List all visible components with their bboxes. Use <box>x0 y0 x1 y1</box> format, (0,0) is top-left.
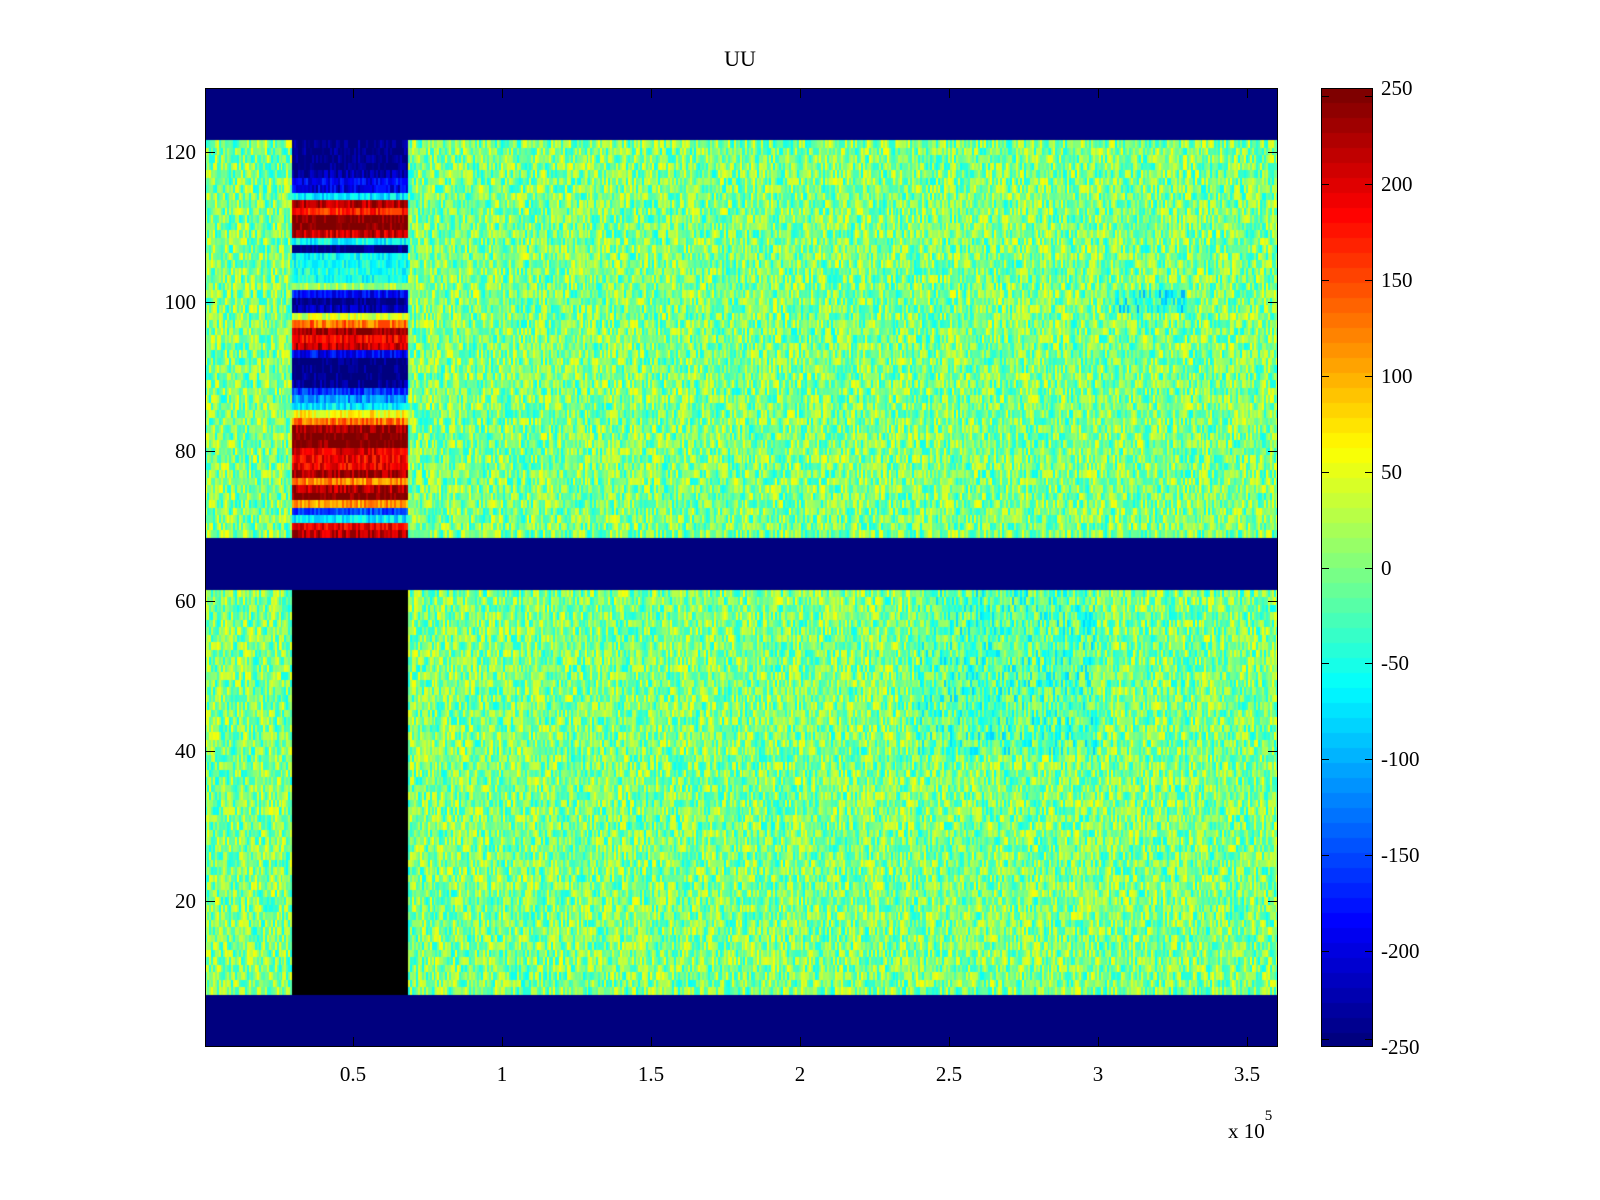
y-tick-mark <box>205 451 215 453</box>
x-tick-mark <box>650 88 652 98</box>
colorbar-tick-mark <box>1365 183 1373 185</box>
y-tick-mark <box>1268 751 1278 753</box>
x-tick-mark <box>799 1037 801 1047</box>
colorbar-tick-mark <box>1365 855 1373 857</box>
y-tick-mark <box>205 151 215 153</box>
y-tick-label: 120 <box>164 139 197 164</box>
x-tick-mark <box>1098 1037 1099 1047</box>
x-tick-label: 0.5 <box>339 1062 367 1086</box>
x-exponent-base: x 10 <box>1228 1119 1265 1143</box>
y-tick-mark <box>1268 151 1278 153</box>
y-tick-label: 60 <box>175 589 196 614</box>
colorbar-tick-mark <box>1365 759 1373 761</box>
y-tick-mark <box>1268 601 1278 603</box>
x-exponent-power: 5 <box>1264 1108 1273 1124</box>
x-tick-label: 1 <box>496 1062 508 1086</box>
colorbar-tick-label: -200 <box>1381 939 1420 964</box>
colorbar-tick-mark <box>1365 567 1373 569</box>
x-tick-mark <box>1247 88 1248 98</box>
y-tick-label: 40 <box>175 739 196 764</box>
colorbar-tick-label: 200 <box>1381 171 1413 196</box>
colorbar-tick-label: 250 <box>1381 76 1413 100</box>
colorbar-tick-mark <box>1321 96 1329 97</box>
heatmap-image <box>205 88 1278 1047</box>
y-tick-label: 20 <box>175 888 196 913</box>
x-tick-label: 3 <box>1092 1062 1104 1086</box>
colorbar-tick-mark <box>1321 375 1329 377</box>
x-tick-mark <box>352 88 354 98</box>
x-tick-mark <box>949 1037 950 1047</box>
colorbar-tick-mark <box>1365 951 1373 953</box>
y-tick-mark <box>1268 900 1278 902</box>
colorbar-tick-mark <box>1321 279 1329 281</box>
colorbar-tick-mark <box>1321 471 1329 473</box>
x-tick-label: 3.5 <box>1233 1062 1261 1086</box>
x-tick-label: 1.5 <box>637 1062 665 1086</box>
colorbar-tick-mark <box>1365 663 1373 665</box>
plot-area <box>205 88 1278 1047</box>
colorbar-tick-mark <box>1321 855 1329 857</box>
x-tick-mark <box>650 1037 652 1047</box>
chart-title: UU <box>724 46 756 71</box>
y-tick-mark <box>205 301 215 303</box>
colorbar-tick-mark <box>1321 759 1329 761</box>
colorbar-tick-mark <box>1321 183 1329 185</box>
y-tick-mark <box>205 751 215 753</box>
colorbar-tick-mark <box>1365 279 1373 281</box>
colorbar-tick-mark <box>1321 567 1329 569</box>
y-tick-mark <box>1268 451 1278 453</box>
x-tick-mark <box>799 88 801 98</box>
y-tick-mark <box>205 900 215 902</box>
colorbar-tick-label: -50 <box>1381 651 1409 676</box>
x-tick-label: 2 <box>794 1062 806 1086</box>
x-tick-mark <box>1247 1037 1248 1047</box>
colorbar-tick-mark <box>1321 663 1329 665</box>
x-tick-mark <box>501 88 503 98</box>
colorbar-tick-label: -250 <box>1381 1035 1420 1059</box>
x-tick-mark <box>1098 88 1099 98</box>
x-tick-mark <box>949 88 950 98</box>
y-tick-mark <box>1268 301 1278 303</box>
colorbar-tick-mark <box>1365 375 1373 377</box>
colorbar-tick-label: 50 <box>1381 459 1402 484</box>
colorbar-tick-mark <box>1321 1039 1329 1040</box>
colorbar-gradient <box>1321 88 1373 1047</box>
colorbar-tick-label: -100 <box>1381 747 1420 772</box>
y-tick-label: 100 <box>164 289 197 314</box>
colorbar-tick-mark <box>1321 951 1329 953</box>
y-tick-mark <box>205 601 215 603</box>
x-tick-mark <box>501 1037 503 1047</box>
y-tick-label: 80 <box>175 439 196 464</box>
x-tick-label: 2.5 <box>935 1062 963 1086</box>
colorbar-tick-mark <box>1365 96 1373 97</box>
colorbar-tick-label: 0 <box>1381 555 1392 580</box>
colorbar-tick-label: -150 <box>1381 843 1420 868</box>
x-tick-mark <box>352 1037 354 1047</box>
x-axis-exponent: x 105 <box>1228 1108 1272 1144</box>
colorbar-tick-mark <box>1365 1039 1373 1040</box>
colorbar-tick-label: 150 <box>1381 267 1413 292</box>
colorbar-tick-label: 100 <box>1381 363 1413 388</box>
colorbar-tick-mark <box>1365 471 1373 473</box>
